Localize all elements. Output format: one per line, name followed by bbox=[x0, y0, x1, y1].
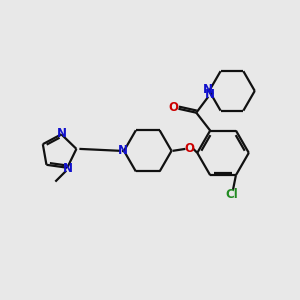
Text: N: N bbox=[205, 88, 215, 101]
Text: N: N bbox=[118, 144, 128, 158]
Text: Cl: Cl bbox=[226, 188, 238, 202]
Text: N: N bbox=[57, 127, 67, 140]
Text: N: N bbox=[63, 162, 73, 175]
Text: O: O bbox=[169, 101, 178, 114]
Text: N: N bbox=[203, 83, 213, 96]
Text: O: O bbox=[184, 142, 194, 155]
